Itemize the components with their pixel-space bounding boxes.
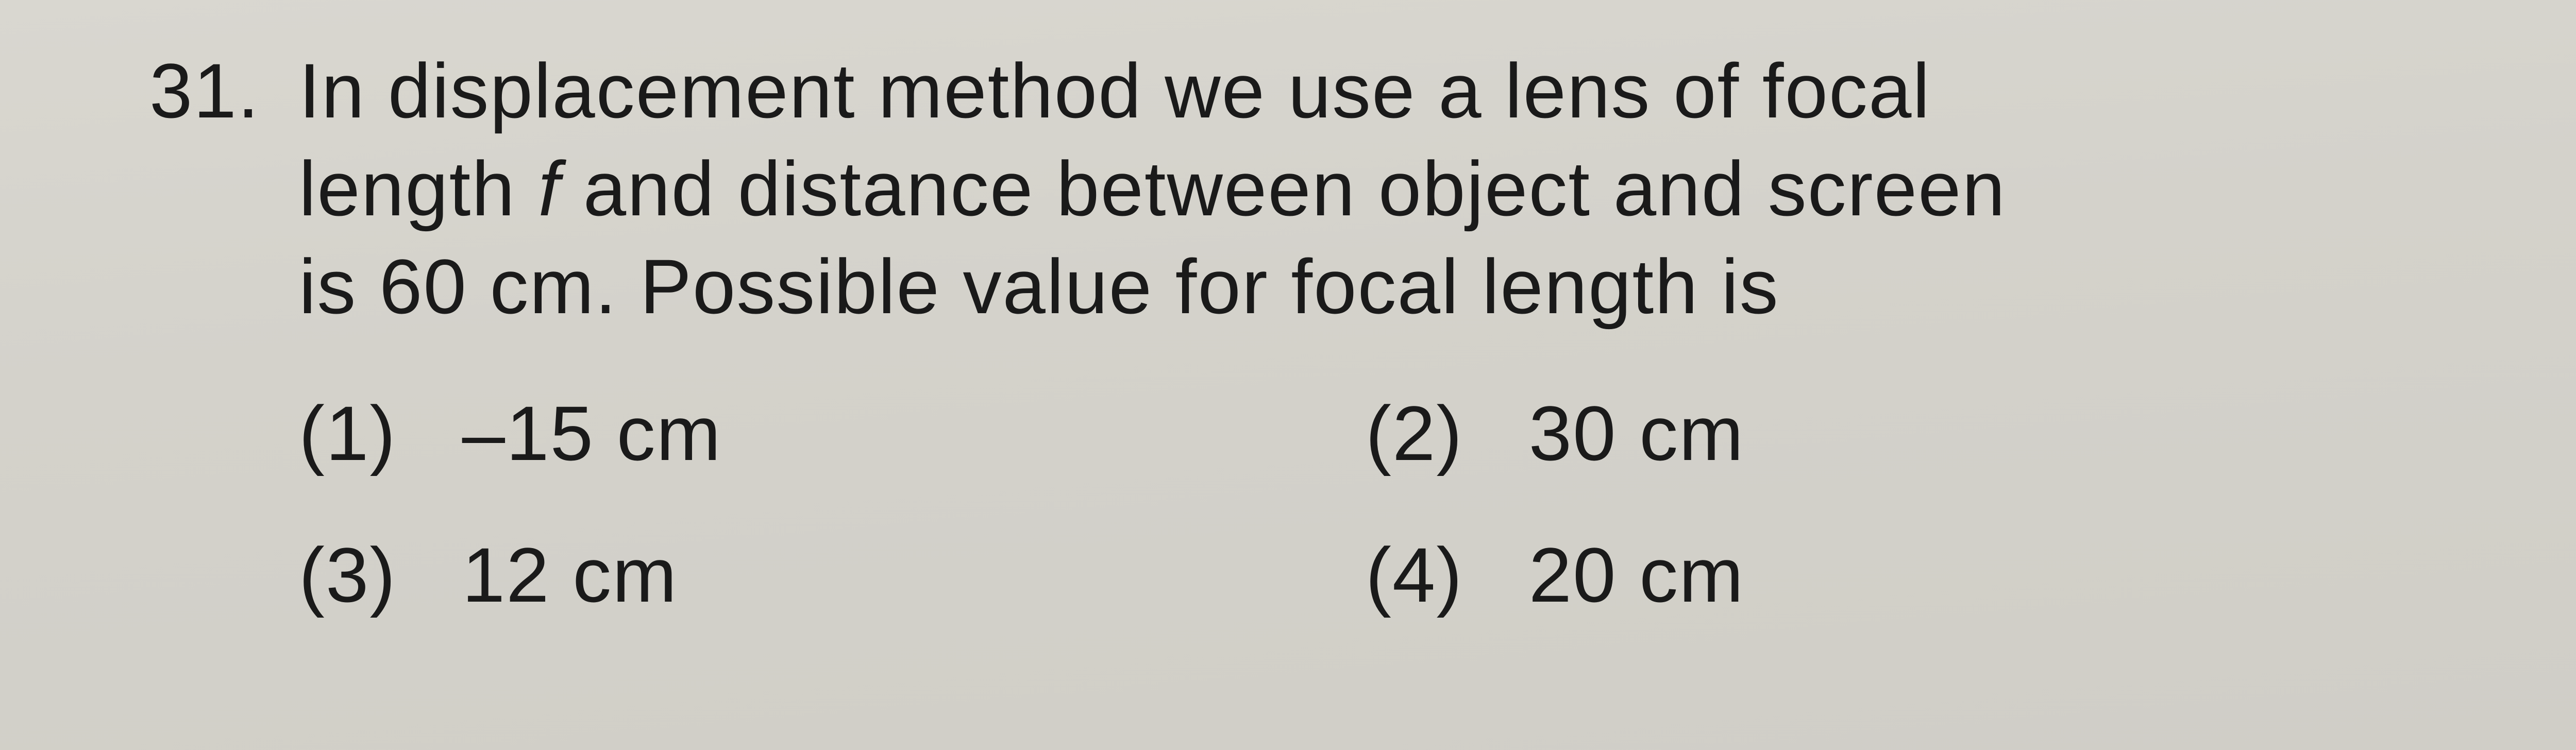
page: 31. In displacement method we use a lens… bbox=[0, 0, 2576, 750]
option-2: (2) 30 cm bbox=[1366, 389, 1744, 478]
question-number: 31. bbox=[149, 46, 260, 135]
option-2-label: (2) bbox=[1366, 390, 1463, 476]
option-4-value: 20 cm bbox=[1529, 532, 1744, 618]
option-3-value: 12 cm bbox=[462, 532, 678, 618]
option-4-label: (4) bbox=[1366, 532, 1463, 618]
option-3: (3) 12 cm bbox=[299, 531, 678, 620]
question-line-1: In displacement method we use a lens of … bbox=[299, 46, 1931, 135]
question-line-2-italic: f bbox=[538, 145, 583, 232]
question-line-2b: and distance between object and screen bbox=[583, 145, 2006, 232]
option-2-value: 30 cm bbox=[1529, 390, 1744, 476]
option-4: (4) 20 cm bbox=[1366, 531, 1744, 620]
option-1-label: (1) bbox=[299, 390, 396, 476]
option-1: (1) –15 cm bbox=[299, 389, 722, 478]
option-1-value: –15 cm bbox=[462, 390, 722, 476]
option-3-label: (3) bbox=[299, 532, 396, 618]
question-line-2: length f and distance between object and… bbox=[299, 144, 2006, 233]
question-line-2a: length bbox=[299, 145, 538, 232]
question-line-3: is 60 cm. Possible value for focal lengt… bbox=[299, 242, 1779, 331]
